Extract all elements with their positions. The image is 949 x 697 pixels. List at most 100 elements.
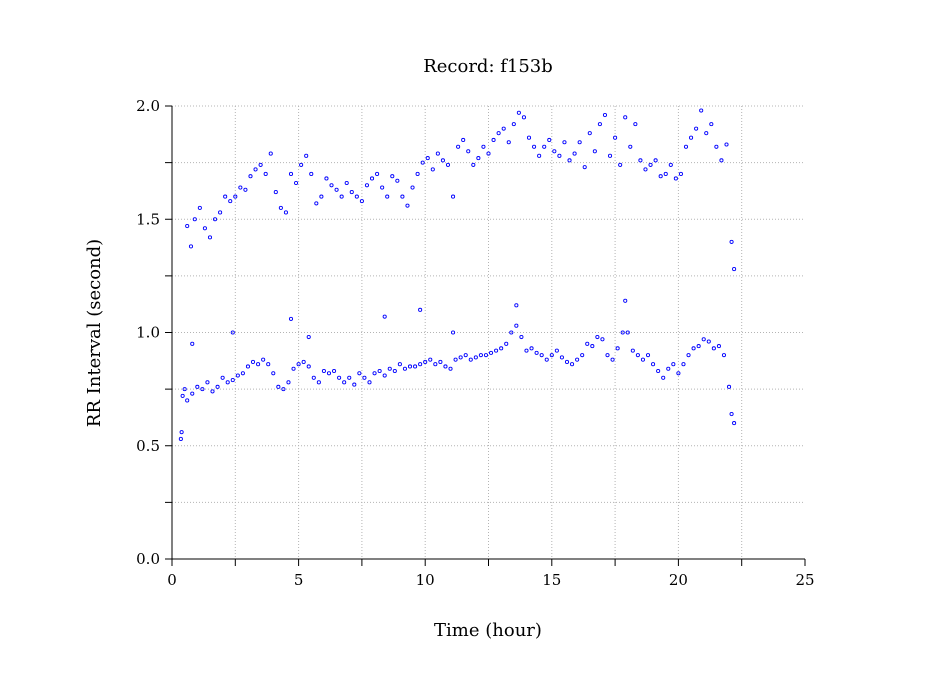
data-point [506, 140, 511, 145]
data-point [595, 334, 600, 340]
data-point [549, 353, 554, 358]
data-point [435, 151, 440, 156]
data-point [600, 337, 605, 342]
data-point [468, 357, 473, 362]
data-point [653, 158, 658, 163]
data-point [190, 341, 195, 346]
data-point [296, 362, 301, 367]
data-point [504, 341, 509, 346]
data-point [537, 153, 542, 158]
data-point [691, 346, 696, 351]
data-point [245, 364, 251, 369]
axes [165, 105, 806, 566]
x-tick-label: 0 [167, 571, 177, 589]
data-point [689, 135, 694, 140]
data-point [445, 162, 451, 167]
data-point [683, 144, 689, 149]
data-point [597, 122, 602, 127]
data-point [645, 353, 651, 358]
data-point [559, 355, 564, 360]
data-point [613, 135, 618, 140]
data-point [552, 149, 557, 154]
data-point [623, 298, 628, 303]
data-point [630, 348, 635, 353]
data-point [261, 357, 266, 362]
data-point [402, 366, 407, 371]
data-point [331, 368, 337, 374]
data-point [483, 353, 489, 358]
data-point [400, 194, 405, 199]
data-point [542, 144, 547, 149]
data-point [238, 185, 243, 190]
tick-labels: 0 5 10 15 20 25 0.0 0.5 1.0 1.5 2.0 [136, 97, 814, 589]
data-point [354, 194, 359, 199]
data-point [407, 364, 413, 369]
data-point [438, 359, 443, 364]
data-point [306, 334, 311, 340]
data-point [382, 314, 387, 319]
data-point [342, 380, 347, 385]
data-point [678, 171, 683, 176]
data-point [686, 353, 691, 358]
data-point [362, 375, 367, 380]
data-point [471, 162, 476, 167]
data-point [516, 110, 521, 115]
data-point [188, 244, 194, 249]
data-point [230, 378, 235, 383]
data-point [263, 171, 268, 176]
y-tick-label: 0.0 [136, 550, 160, 568]
data-point [392, 368, 397, 374]
data-point [709, 122, 714, 127]
data-point [529, 346, 534, 351]
data-point [324, 176, 329, 181]
data-point [268, 151, 273, 156]
x-axis-title: Time (hour) [434, 620, 542, 641]
data-point [628, 144, 633, 149]
data-point [428, 357, 433, 362]
data-point [415, 171, 420, 176]
data-point [304, 153, 309, 158]
data-point [266, 362, 271, 367]
data-point [319, 194, 324, 199]
data-point [585, 341, 590, 346]
data-point [218, 210, 223, 215]
data-point [458, 355, 463, 360]
y-tick-label: 1.5 [136, 210, 160, 228]
data-point [567, 158, 572, 163]
data-point [443, 364, 448, 369]
x-tick-label: 15 [542, 571, 561, 589]
data-point [719, 158, 724, 163]
data-point [273, 190, 278, 195]
data-point [451, 194, 456, 199]
data-point [699, 108, 704, 113]
data-point [456, 144, 461, 149]
data-point [339, 194, 344, 199]
data-point [235, 373, 240, 378]
data-point [258, 162, 263, 167]
data-point [288, 316, 294, 321]
data-point [375, 171, 380, 176]
data-point [625, 330, 630, 335]
data-point [385, 194, 390, 199]
data-point [673, 176, 678, 181]
data-point [352, 382, 357, 387]
data-point [337, 375, 342, 380]
data-point [582, 165, 587, 170]
data-point [575, 357, 580, 362]
data-point [732, 421, 737, 426]
data-point [210, 389, 215, 394]
data-point [233, 194, 238, 199]
data-point [410, 185, 415, 190]
data-point [676, 371, 681, 376]
data-point [711, 346, 716, 351]
data-point [615, 346, 620, 351]
data-point [729, 239, 734, 244]
data-point [182, 387, 187, 392]
data-point [514, 303, 519, 308]
data-point [433, 362, 438, 367]
data-point [481, 144, 486, 149]
data-point [663, 171, 668, 176]
data-point [694, 126, 699, 131]
data-point [544, 357, 549, 362]
data-point [253, 167, 258, 172]
